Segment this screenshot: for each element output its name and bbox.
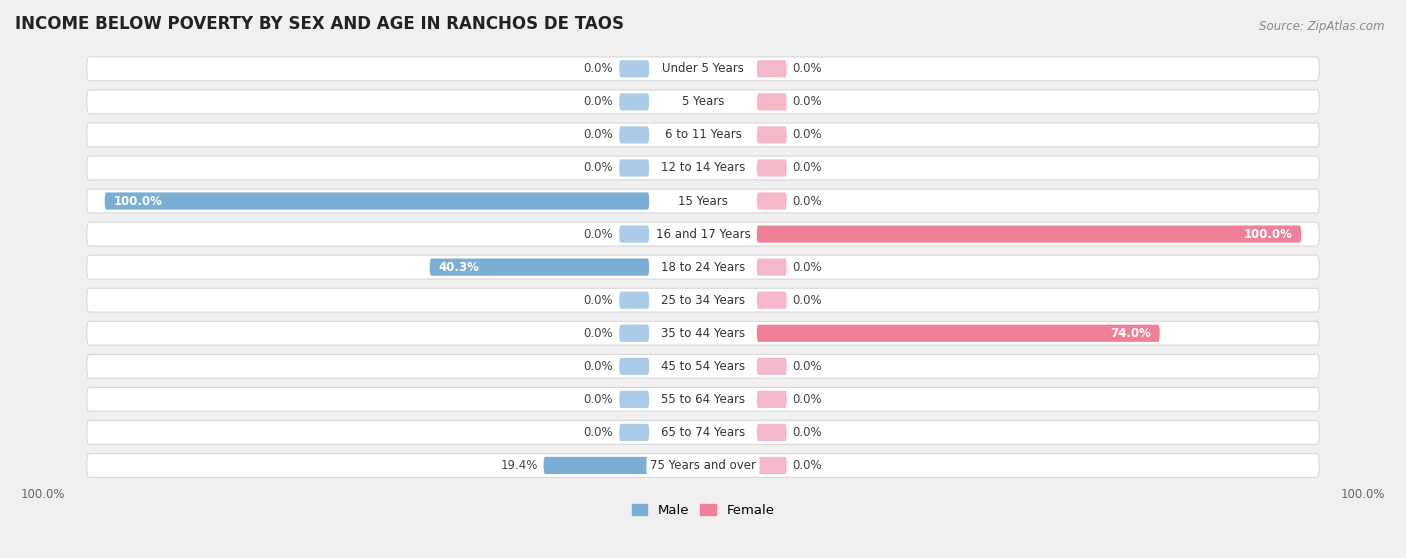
- FancyBboxPatch shape: [756, 424, 787, 441]
- FancyBboxPatch shape: [619, 60, 650, 78]
- FancyBboxPatch shape: [87, 421, 1319, 444]
- FancyBboxPatch shape: [756, 160, 787, 176]
- Text: 65 to 74 Years: 65 to 74 Years: [661, 426, 745, 439]
- Text: 0.0%: 0.0%: [583, 62, 613, 75]
- Text: 0.0%: 0.0%: [583, 360, 613, 373]
- FancyBboxPatch shape: [756, 292, 787, 309]
- Text: 40.3%: 40.3%: [439, 261, 479, 273]
- Text: 0.0%: 0.0%: [583, 327, 613, 340]
- Text: Source: ZipAtlas.com: Source: ZipAtlas.com: [1260, 20, 1385, 32]
- Text: 45 to 54 Years: 45 to 54 Years: [661, 360, 745, 373]
- FancyBboxPatch shape: [619, 391, 650, 408]
- FancyBboxPatch shape: [756, 258, 787, 276]
- FancyBboxPatch shape: [756, 126, 787, 143]
- FancyBboxPatch shape: [87, 156, 1319, 180]
- FancyBboxPatch shape: [756, 325, 1160, 342]
- FancyBboxPatch shape: [87, 288, 1319, 312]
- FancyBboxPatch shape: [619, 126, 650, 143]
- Text: 25 to 34 Years: 25 to 34 Years: [661, 294, 745, 307]
- Text: 0.0%: 0.0%: [793, 62, 823, 75]
- FancyBboxPatch shape: [756, 193, 787, 210]
- FancyBboxPatch shape: [87, 57, 1319, 81]
- FancyBboxPatch shape: [756, 358, 787, 375]
- Text: 0.0%: 0.0%: [793, 128, 823, 141]
- Text: 15 Years: 15 Years: [678, 195, 728, 208]
- Text: 35 to 44 Years: 35 to 44 Years: [661, 327, 745, 340]
- Text: 100.0%: 100.0%: [114, 195, 163, 208]
- FancyBboxPatch shape: [87, 321, 1319, 345]
- Text: 0.0%: 0.0%: [583, 393, 613, 406]
- Legend: Male, Female: Male, Female: [626, 498, 780, 522]
- FancyBboxPatch shape: [619, 358, 650, 375]
- FancyBboxPatch shape: [619, 160, 650, 176]
- Text: 0.0%: 0.0%: [793, 195, 823, 208]
- Text: 0.0%: 0.0%: [583, 128, 613, 141]
- Text: 12 to 14 Years: 12 to 14 Years: [661, 161, 745, 175]
- FancyBboxPatch shape: [104, 193, 650, 210]
- FancyBboxPatch shape: [430, 258, 650, 276]
- FancyBboxPatch shape: [619, 93, 650, 110]
- Text: 0.0%: 0.0%: [583, 228, 613, 240]
- Text: 100.0%: 100.0%: [21, 488, 66, 501]
- FancyBboxPatch shape: [756, 60, 787, 78]
- FancyBboxPatch shape: [619, 424, 650, 441]
- Text: 0.0%: 0.0%: [793, 393, 823, 406]
- Text: 18 to 24 Years: 18 to 24 Years: [661, 261, 745, 273]
- Text: 100.0%: 100.0%: [1340, 488, 1385, 501]
- FancyBboxPatch shape: [619, 325, 650, 342]
- FancyBboxPatch shape: [87, 189, 1319, 213]
- FancyBboxPatch shape: [87, 454, 1319, 478]
- Text: 0.0%: 0.0%: [793, 161, 823, 175]
- Text: 0.0%: 0.0%: [583, 294, 613, 307]
- FancyBboxPatch shape: [619, 225, 650, 243]
- Text: 0.0%: 0.0%: [793, 294, 823, 307]
- FancyBboxPatch shape: [756, 93, 787, 110]
- Text: 6 to 11 Years: 6 to 11 Years: [665, 128, 741, 141]
- Text: 55 to 64 Years: 55 to 64 Years: [661, 393, 745, 406]
- Text: 100.0%: 100.0%: [1243, 228, 1292, 240]
- FancyBboxPatch shape: [87, 354, 1319, 378]
- FancyBboxPatch shape: [87, 222, 1319, 246]
- FancyBboxPatch shape: [87, 255, 1319, 279]
- FancyBboxPatch shape: [756, 225, 1302, 243]
- Text: 0.0%: 0.0%: [793, 360, 823, 373]
- Text: 5 Years: 5 Years: [682, 95, 724, 108]
- Text: 0.0%: 0.0%: [583, 426, 613, 439]
- Text: 0.0%: 0.0%: [793, 261, 823, 273]
- FancyBboxPatch shape: [756, 391, 787, 408]
- Text: 0.0%: 0.0%: [583, 161, 613, 175]
- FancyBboxPatch shape: [87, 387, 1319, 411]
- Text: 19.4%: 19.4%: [501, 459, 537, 472]
- FancyBboxPatch shape: [544, 457, 650, 474]
- Text: 0.0%: 0.0%: [583, 95, 613, 108]
- Text: 74.0%: 74.0%: [1109, 327, 1150, 340]
- Text: 16 and 17 Years: 16 and 17 Years: [655, 228, 751, 240]
- Text: 0.0%: 0.0%: [793, 426, 823, 439]
- Text: Under 5 Years: Under 5 Years: [662, 62, 744, 75]
- FancyBboxPatch shape: [619, 292, 650, 309]
- Text: 0.0%: 0.0%: [793, 95, 823, 108]
- FancyBboxPatch shape: [756, 457, 787, 474]
- Text: 75 Years and over: 75 Years and over: [650, 459, 756, 472]
- FancyBboxPatch shape: [87, 90, 1319, 114]
- FancyBboxPatch shape: [87, 123, 1319, 147]
- Text: INCOME BELOW POVERTY BY SEX AND AGE IN RANCHOS DE TAOS: INCOME BELOW POVERTY BY SEX AND AGE IN R…: [15, 15, 624, 33]
- Text: 0.0%: 0.0%: [793, 459, 823, 472]
